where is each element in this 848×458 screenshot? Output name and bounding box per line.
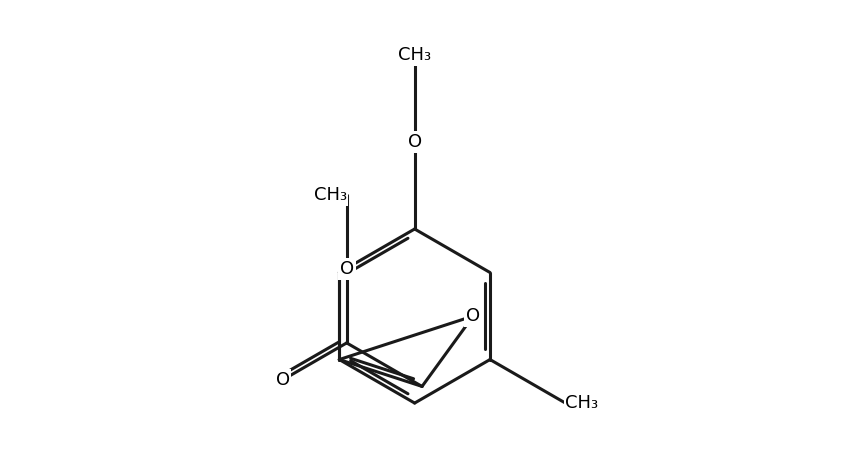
Text: CH₃: CH₃ — [566, 394, 599, 412]
Text: CH₃: CH₃ — [398, 46, 432, 64]
Text: CH₃: CH₃ — [314, 186, 347, 204]
Text: O: O — [408, 133, 421, 151]
Text: O: O — [339, 260, 354, 278]
Text: O: O — [466, 307, 480, 325]
Text: O: O — [276, 371, 290, 389]
